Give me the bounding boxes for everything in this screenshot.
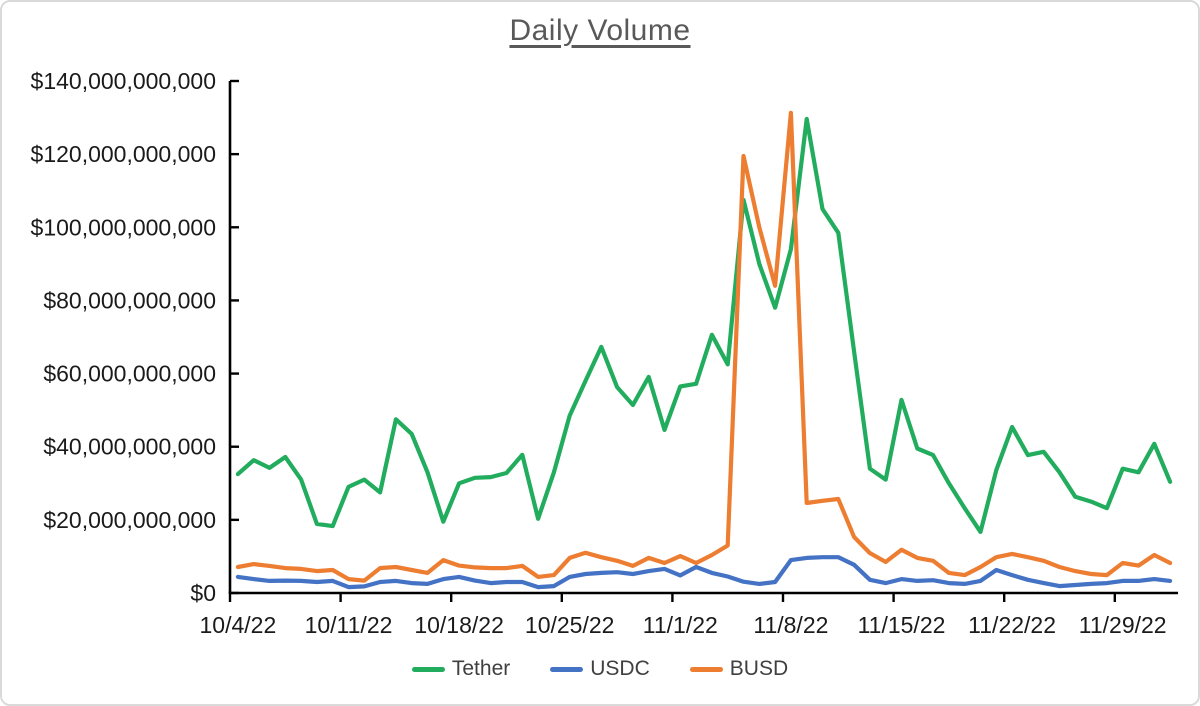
legend-item-tether[interactable]: Tether (411, 657, 511, 681)
y-tick-label: $140,000,000,000 (31, 68, 216, 94)
x-tick-label: 11/15/22 (858, 612, 946, 638)
y-tick-label: $80,000,000,000 (43, 287, 216, 313)
y-tick-label: $0 (190, 580, 216, 606)
x-tick-label: 10/4/22 (200, 612, 277, 638)
y-tick-label: $60,000,000,000 (43, 361, 216, 387)
x-tick-label: 11/1/22 (643, 612, 718, 638)
legend-label-tether: Tether (451, 657, 511, 680)
x-tick-label: 10/18/22 (414, 612, 504, 638)
y-axis: $0 $20,000,000,000 $40,000,000,000 $60,000,… (31, 68, 239, 606)
x-tick-label: 10/25/22 (525, 612, 615, 638)
legend-label-usdc: USDC (590, 657, 650, 680)
y-tick-label: $100,000,000,000 (31, 214, 216, 240)
x-tick-label: 11/29/22 (1079, 612, 1167, 638)
x-tick-label: 11/22/22 (968, 612, 1056, 638)
legend-item-busd[interactable]: BUSD (689, 657, 789, 681)
usdc-series-line (235, 555, 1173, 590)
legend-label-busd: BUSD (729, 657, 789, 680)
x-tick-label: 10/11/22 (305, 612, 393, 638)
usdc-line-swatch (550, 666, 584, 672)
busd-line-swatch (689, 666, 723, 672)
x-axis: 10/4/22 10/11/22 10/18/22 10/25/22 11/1/22 11… (200, 593, 1167, 638)
chart-legend: Tether USDC BUSD (0, 651, 1200, 687)
legend-item-usdc[interactable]: USDC (550, 657, 650, 681)
tether-series-line (235, 116, 1173, 535)
y-tick-label: $20,000,000,000 (43, 507, 216, 533)
y-tick-label: $120,000,000,000 (31, 141, 216, 167)
chart-title: Daily Volume (509, 14, 691, 47)
tether-line-swatch (411, 666, 445, 672)
x-tick-label: 11/8/22 (753, 612, 828, 638)
y-tick-label: $40,000,000,000 (43, 434, 216, 460)
busd-series-line (235, 110, 1173, 583)
